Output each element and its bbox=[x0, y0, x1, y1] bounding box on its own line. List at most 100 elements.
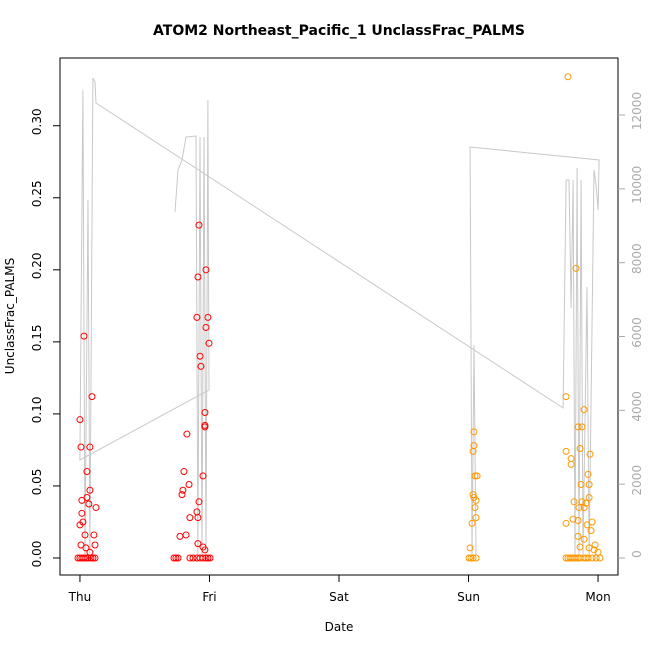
point bbox=[574, 517, 582, 525]
point bbox=[567, 455, 575, 463]
point bbox=[586, 450, 594, 458]
point bbox=[584, 470, 592, 478]
x-tick-label: Sun bbox=[457, 590, 480, 604]
point bbox=[80, 332, 88, 340]
point bbox=[580, 504, 588, 512]
point bbox=[183, 430, 191, 438]
point bbox=[91, 554, 99, 562]
x-axis-label: Date bbox=[325, 620, 354, 634]
point bbox=[201, 423, 209, 431]
point bbox=[92, 504, 100, 512]
x-tick-label: Thu bbox=[68, 590, 92, 604]
point bbox=[88, 393, 96, 401]
point bbox=[180, 468, 188, 476]
point bbox=[584, 554, 592, 562]
point bbox=[471, 504, 479, 512]
point bbox=[587, 527, 595, 535]
point bbox=[596, 554, 604, 562]
point bbox=[569, 515, 577, 523]
point bbox=[80, 554, 88, 562]
point bbox=[83, 493, 91, 501]
y-tick-label: 0.00 bbox=[30, 541, 44, 568]
point bbox=[82, 554, 90, 562]
point bbox=[185, 481, 193, 489]
point bbox=[575, 504, 583, 512]
point bbox=[81, 531, 89, 539]
x-tick-label: Fri bbox=[202, 590, 216, 604]
point bbox=[202, 266, 210, 274]
point bbox=[472, 496, 480, 504]
point bbox=[199, 472, 207, 480]
y2-tick-label: 0 bbox=[630, 550, 644, 558]
point bbox=[202, 554, 210, 562]
y2-tick-label: 2000 bbox=[630, 465, 644, 496]
point bbox=[574, 532, 582, 540]
x-tick-label: Mon bbox=[585, 590, 610, 604]
point bbox=[473, 472, 481, 480]
y2-tick-label: 4000 bbox=[630, 391, 644, 422]
x-tick-label: Sat bbox=[329, 590, 349, 604]
point bbox=[572, 554, 580, 562]
point bbox=[194, 540, 202, 548]
point bbox=[470, 428, 478, 436]
point bbox=[562, 393, 570, 401]
point bbox=[193, 508, 201, 516]
point bbox=[195, 221, 203, 229]
y-tick-label: 0.10 bbox=[30, 397, 44, 424]
point bbox=[580, 535, 588, 543]
point bbox=[583, 521, 591, 529]
point bbox=[206, 554, 214, 562]
point bbox=[76, 416, 84, 424]
point bbox=[189, 554, 197, 562]
point bbox=[197, 362, 205, 370]
point bbox=[472, 554, 480, 562]
point bbox=[469, 447, 477, 455]
y2-tick-label: 8000 bbox=[630, 243, 644, 274]
point bbox=[195, 498, 203, 506]
point bbox=[588, 518, 596, 526]
point bbox=[86, 486, 94, 494]
point bbox=[467, 554, 475, 562]
point bbox=[202, 323, 210, 331]
point bbox=[199, 554, 207, 562]
y-tick-label: 0.15 bbox=[30, 325, 44, 352]
point bbox=[469, 554, 477, 562]
point bbox=[562, 447, 570, 455]
point bbox=[194, 273, 202, 281]
point bbox=[576, 543, 584, 551]
point bbox=[86, 443, 94, 451]
point bbox=[588, 554, 596, 562]
point bbox=[592, 554, 600, 562]
plot-frame bbox=[59, 57, 619, 576]
point bbox=[201, 546, 209, 554]
point bbox=[469, 491, 477, 499]
point bbox=[585, 493, 593, 501]
y-axis-label: UnclassFrac_PALMS bbox=[3, 258, 17, 374]
point bbox=[83, 468, 91, 476]
point bbox=[471, 472, 479, 480]
point bbox=[472, 514, 480, 522]
y-tick-label: 0.05 bbox=[30, 469, 44, 496]
point bbox=[204, 313, 212, 321]
point bbox=[564, 73, 572, 81]
point bbox=[572, 264, 580, 272]
point bbox=[574, 423, 582, 431]
point bbox=[90, 531, 98, 539]
point bbox=[172, 554, 180, 562]
point bbox=[582, 499, 590, 507]
point bbox=[89, 554, 97, 562]
altitude-line bbox=[79, 77, 600, 556]
point bbox=[182, 531, 190, 539]
y2-tick-label: 12000 bbox=[630, 92, 644, 130]
point bbox=[193, 313, 201, 321]
y2-tick-label: 10000 bbox=[630, 166, 644, 204]
point bbox=[591, 541, 599, 549]
point bbox=[85, 500, 93, 508]
point bbox=[468, 519, 476, 527]
point bbox=[176, 532, 184, 540]
y-tick-label: 0.25 bbox=[30, 180, 44, 207]
y-tick-label: 0.30 bbox=[30, 108, 44, 135]
point bbox=[186, 554, 194, 562]
point bbox=[170, 554, 178, 562]
point bbox=[78, 496, 86, 504]
